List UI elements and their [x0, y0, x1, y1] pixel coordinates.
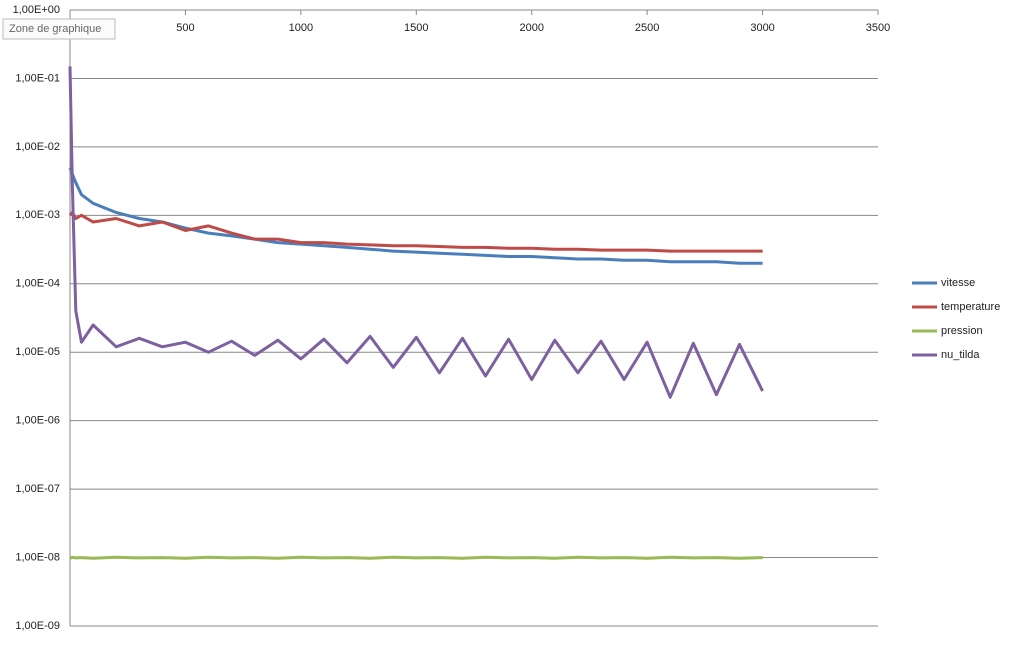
tooltip: Zone de graphique [9, 23, 101, 35]
x-tick-label: 2000 [519, 22, 543, 34]
y-tick-label: 1,00E-09 [15, 620, 60, 632]
legend-label: pression [941, 325, 983, 337]
x-tick-label: 1000 [289, 22, 313, 34]
y-tick-label: 1,00E-05 [15, 346, 60, 358]
x-tick-label: 1500 [404, 22, 428, 34]
y-tick-label: 1,00E-03 [15, 209, 60, 221]
y-tick-label: 1,00E-01 [15, 72, 60, 84]
x-tick-label: 3500 [866, 22, 890, 34]
series-line [69, 555, 763, 560]
series-line [68, 66, 764, 399]
y-tick-label: 1,00E-08 [15, 551, 60, 563]
legend-label: vitesse [941, 277, 975, 289]
y-tick-label: 1,00E-06 [15, 415, 60, 427]
y-tick-label: 1,00E-07 [15, 483, 60, 495]
y-tick-label: 1,00E-04 [15, 278, 60, 290]
series-line [68, 167, 763, 265]
tooltip-box [2, 18, 116, 40]
y-tick-label: 1,00E-02 [15, 141, 60, 153]
legend-label: temperature [941, 301, 1000, 313]
legend-label: nu_tilda [941, 349, 980, 361]
x-tick-label: 3000 [750, 22, 774, 34]
x-tick-label: 500 [176, 22, 194, 34]
x-tick-label: 2500 [635, 22, 659, 34]
series-line [68, 211, 763, 253]
y-tick-label: 1,00E+00 [13, 4, 60, 16]
